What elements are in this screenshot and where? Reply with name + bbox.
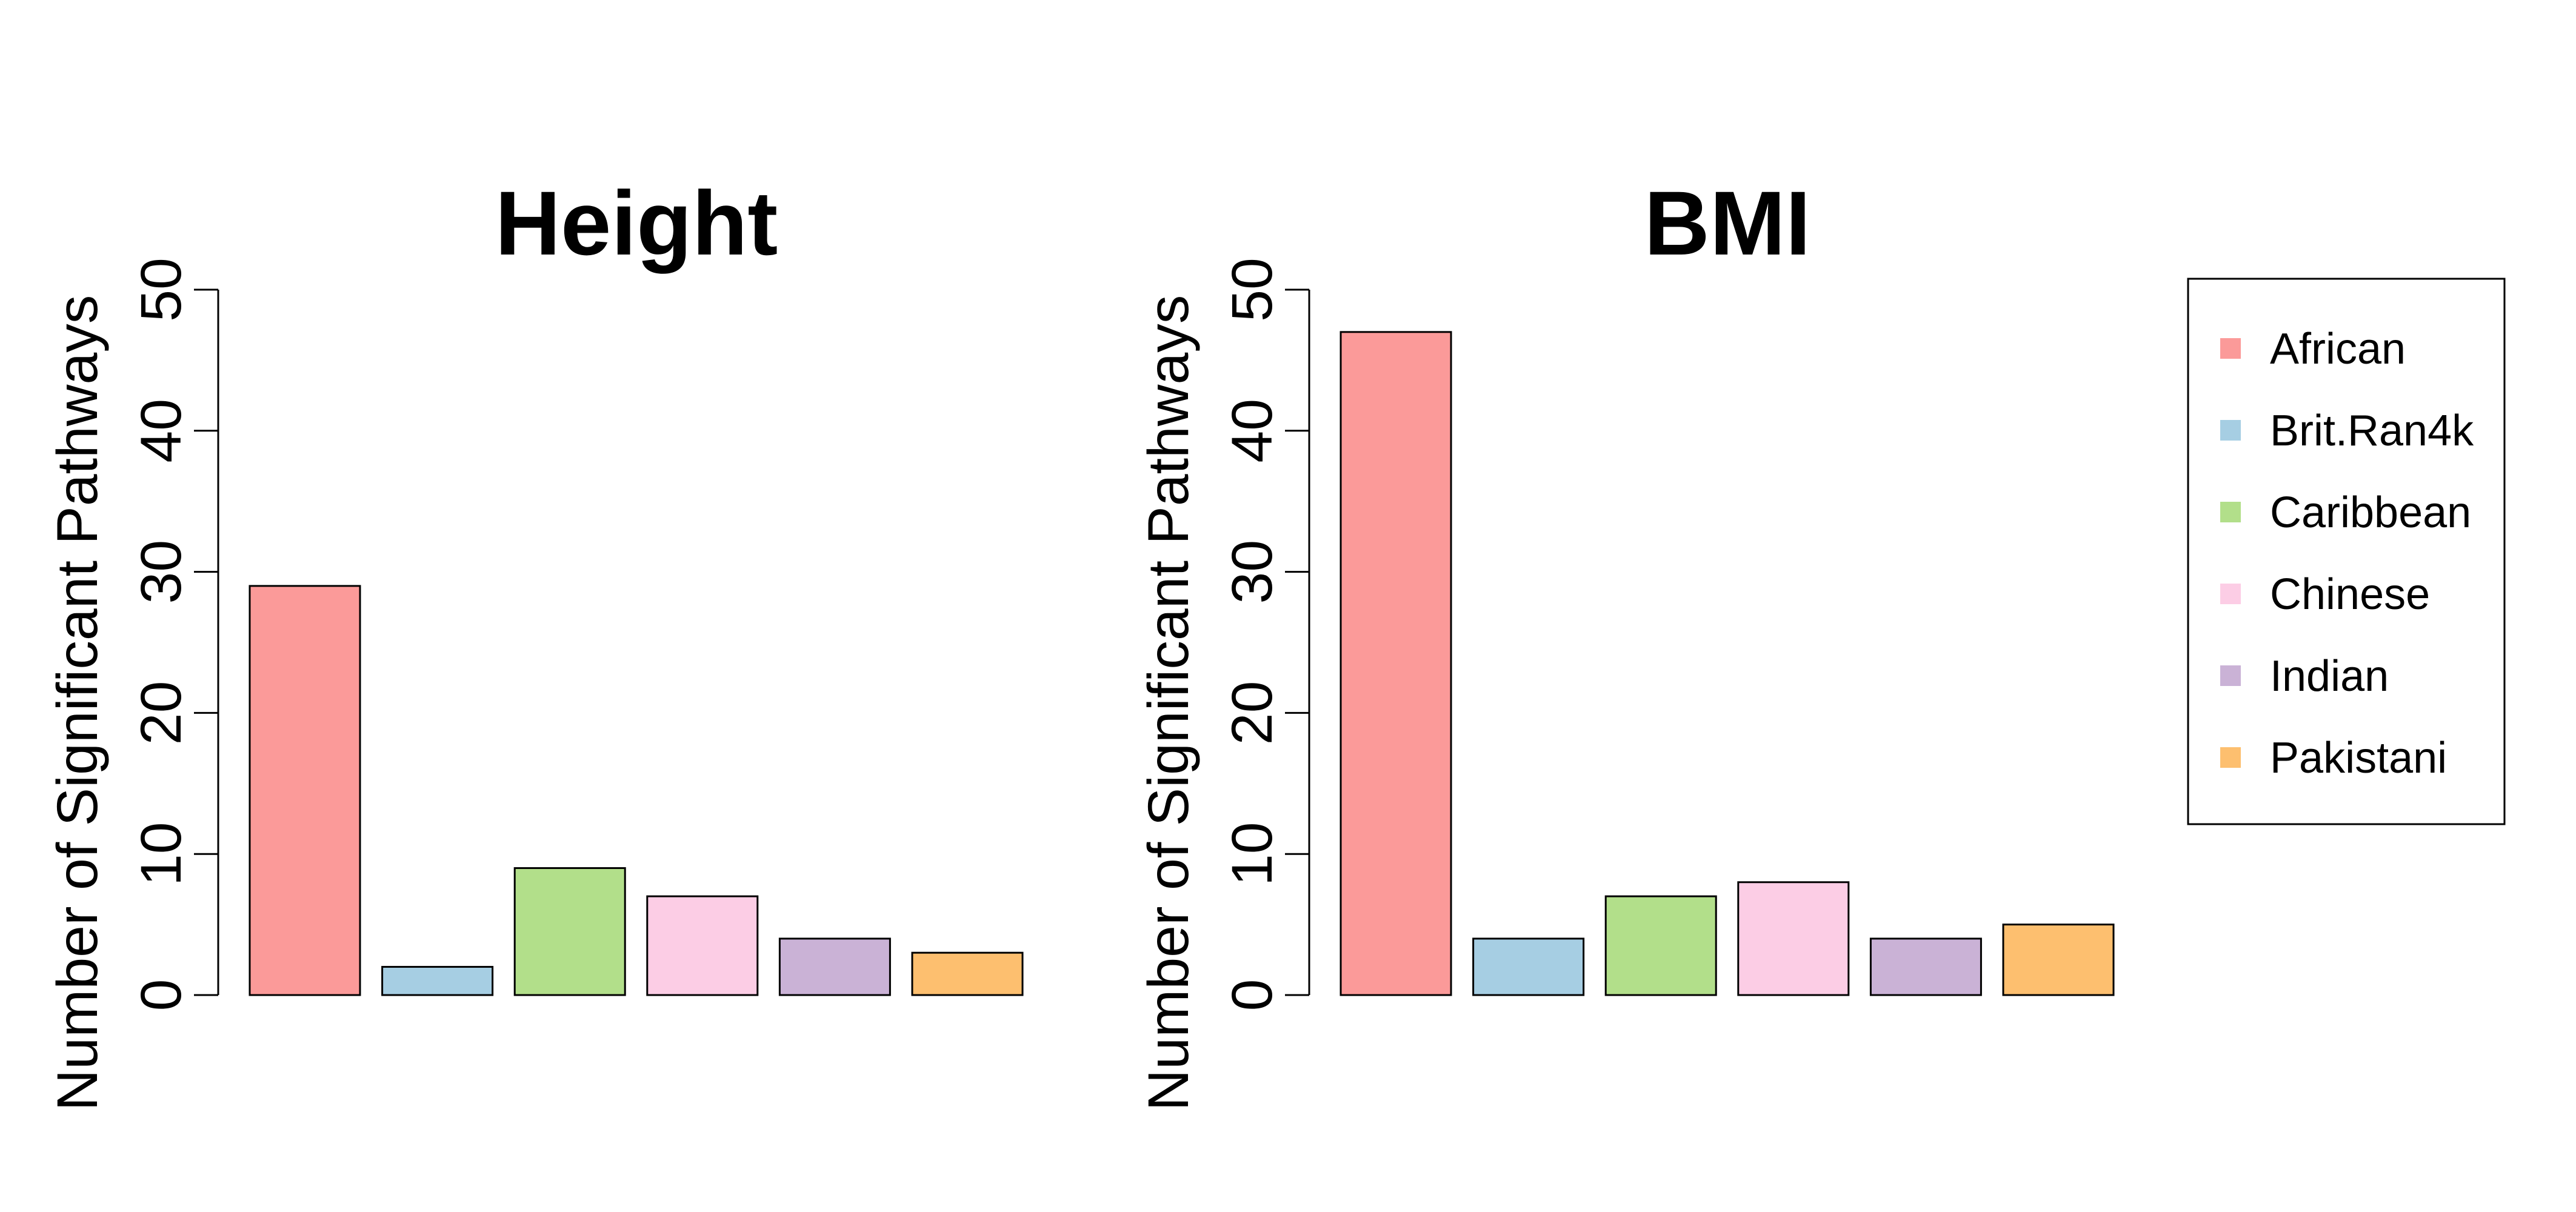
y-axis-label: Number of Significant Pathways [45, 295, 110, 1111]
legend-swatch [2220, 584, 2241, 604]
legend: African Brit.Ran4k Caribbean Chinese Indian P… [2187, 278, 2506, 825]
bar-pakistani [911, 951, 1024, 996]
bar-indian [778, 937, 891, 996]
chart-panels: Height Number of Significant Pathways 0 10 2… [45, 172, 2115, 1111]
bar-african [249, 585, 361, 996]
legend-frame [2187, 278, 2506, 825]
legend-item-indian: Indian [2220, 652, 2389, 701]
legend-item-chinese: Chinese [2220, 570, 2430, 619]
bar-caribbean [513, 867, 626, 996]
y-tick-label: 20 [1220, 681, 1284, 745]
legend-label: African [2270, 325, 2406, 373]
y-tick-label: 40 [1220, 399, 1284, 463]
legend-label: Caribbean [2270, 488, 2471, 537]
y-tick-label: 10 [1220, 822, 1284, 886]
bar-brit-ran4k [1472, 937, 1585, 996]
y-axis-label: Number of Significant Pathways [1136, 295, 1201, 1111]
y-tick-label: 0 [1220, 979, 1284, 1011]
legend-label: Brit.Ran4k [2270, 407, 2474, 455]
legend-swatch [2220, 665, 2241, 686]
legend-label: Indian [2270, 652, 2389, 701]
y-tick-label: 50 [1220, 258, 1284, 322]
bar-african [1340, 331, 1452, 996]
y-tick-label: 40 [129, 399, 193, 463]
bar-indian [1869, 937, 1982, 996]
legend-item-african: African [2220, 325, 2406, 373]
legend-label: Pakistani [2270, 734, 2447, 782]
bar-pakistani [2002, 924, 2115, 996]
chart-panel-bmi: BMI Number of Significant Pathways 0 10 20 30… [1136, 172, 2115, 1111]
chart-panel-height: Height Number of Significant Pathways 0 10 2… [45, 172, 1024, 1111]
legend-swatch [2220, 420, 2241, 441]
y-tick-label: 30 [129, 540, 193, 604]
legend-swatch [2220, 747, 2241, 768]
chart-title: BMI [1644, 172, 1811, 274]
y-tick-label: 0 [129, 979, 193, 1011]
y-tick-label: 20 [129, 681, 193, 745]
legend-label: Chinese [2270, 570, 2430, 619]
bar-brit-ran4k [381, 965, 494, 996]
legend-item-pakistani: Pakistani [2220, 734, 2447, 782]
bar-chinese [1737, 881, 1850, 996]
y-tick-label: 30 [1220, 540, 1284, 604]
bar-chinese [646, 895, 759, 996]
bar-caribbean [1604, 895, 1717, 996]
legend-item-brit-ran4k: Brit.Ran4k [2220, 407, 2474, 455]
y-tick-label: 50 [129, 258, 193, 322]
chart-title: Height [495, 172, 778, 274]
legend-swatch [2220, 502, 2241, 522]
legend-swatch [2220, 338, 2241, 359]
y-tick-label: 10 [129, 822, 193, 886]
legend-item-caribbean: Caribbean [2220, 488, 2471, 537]
